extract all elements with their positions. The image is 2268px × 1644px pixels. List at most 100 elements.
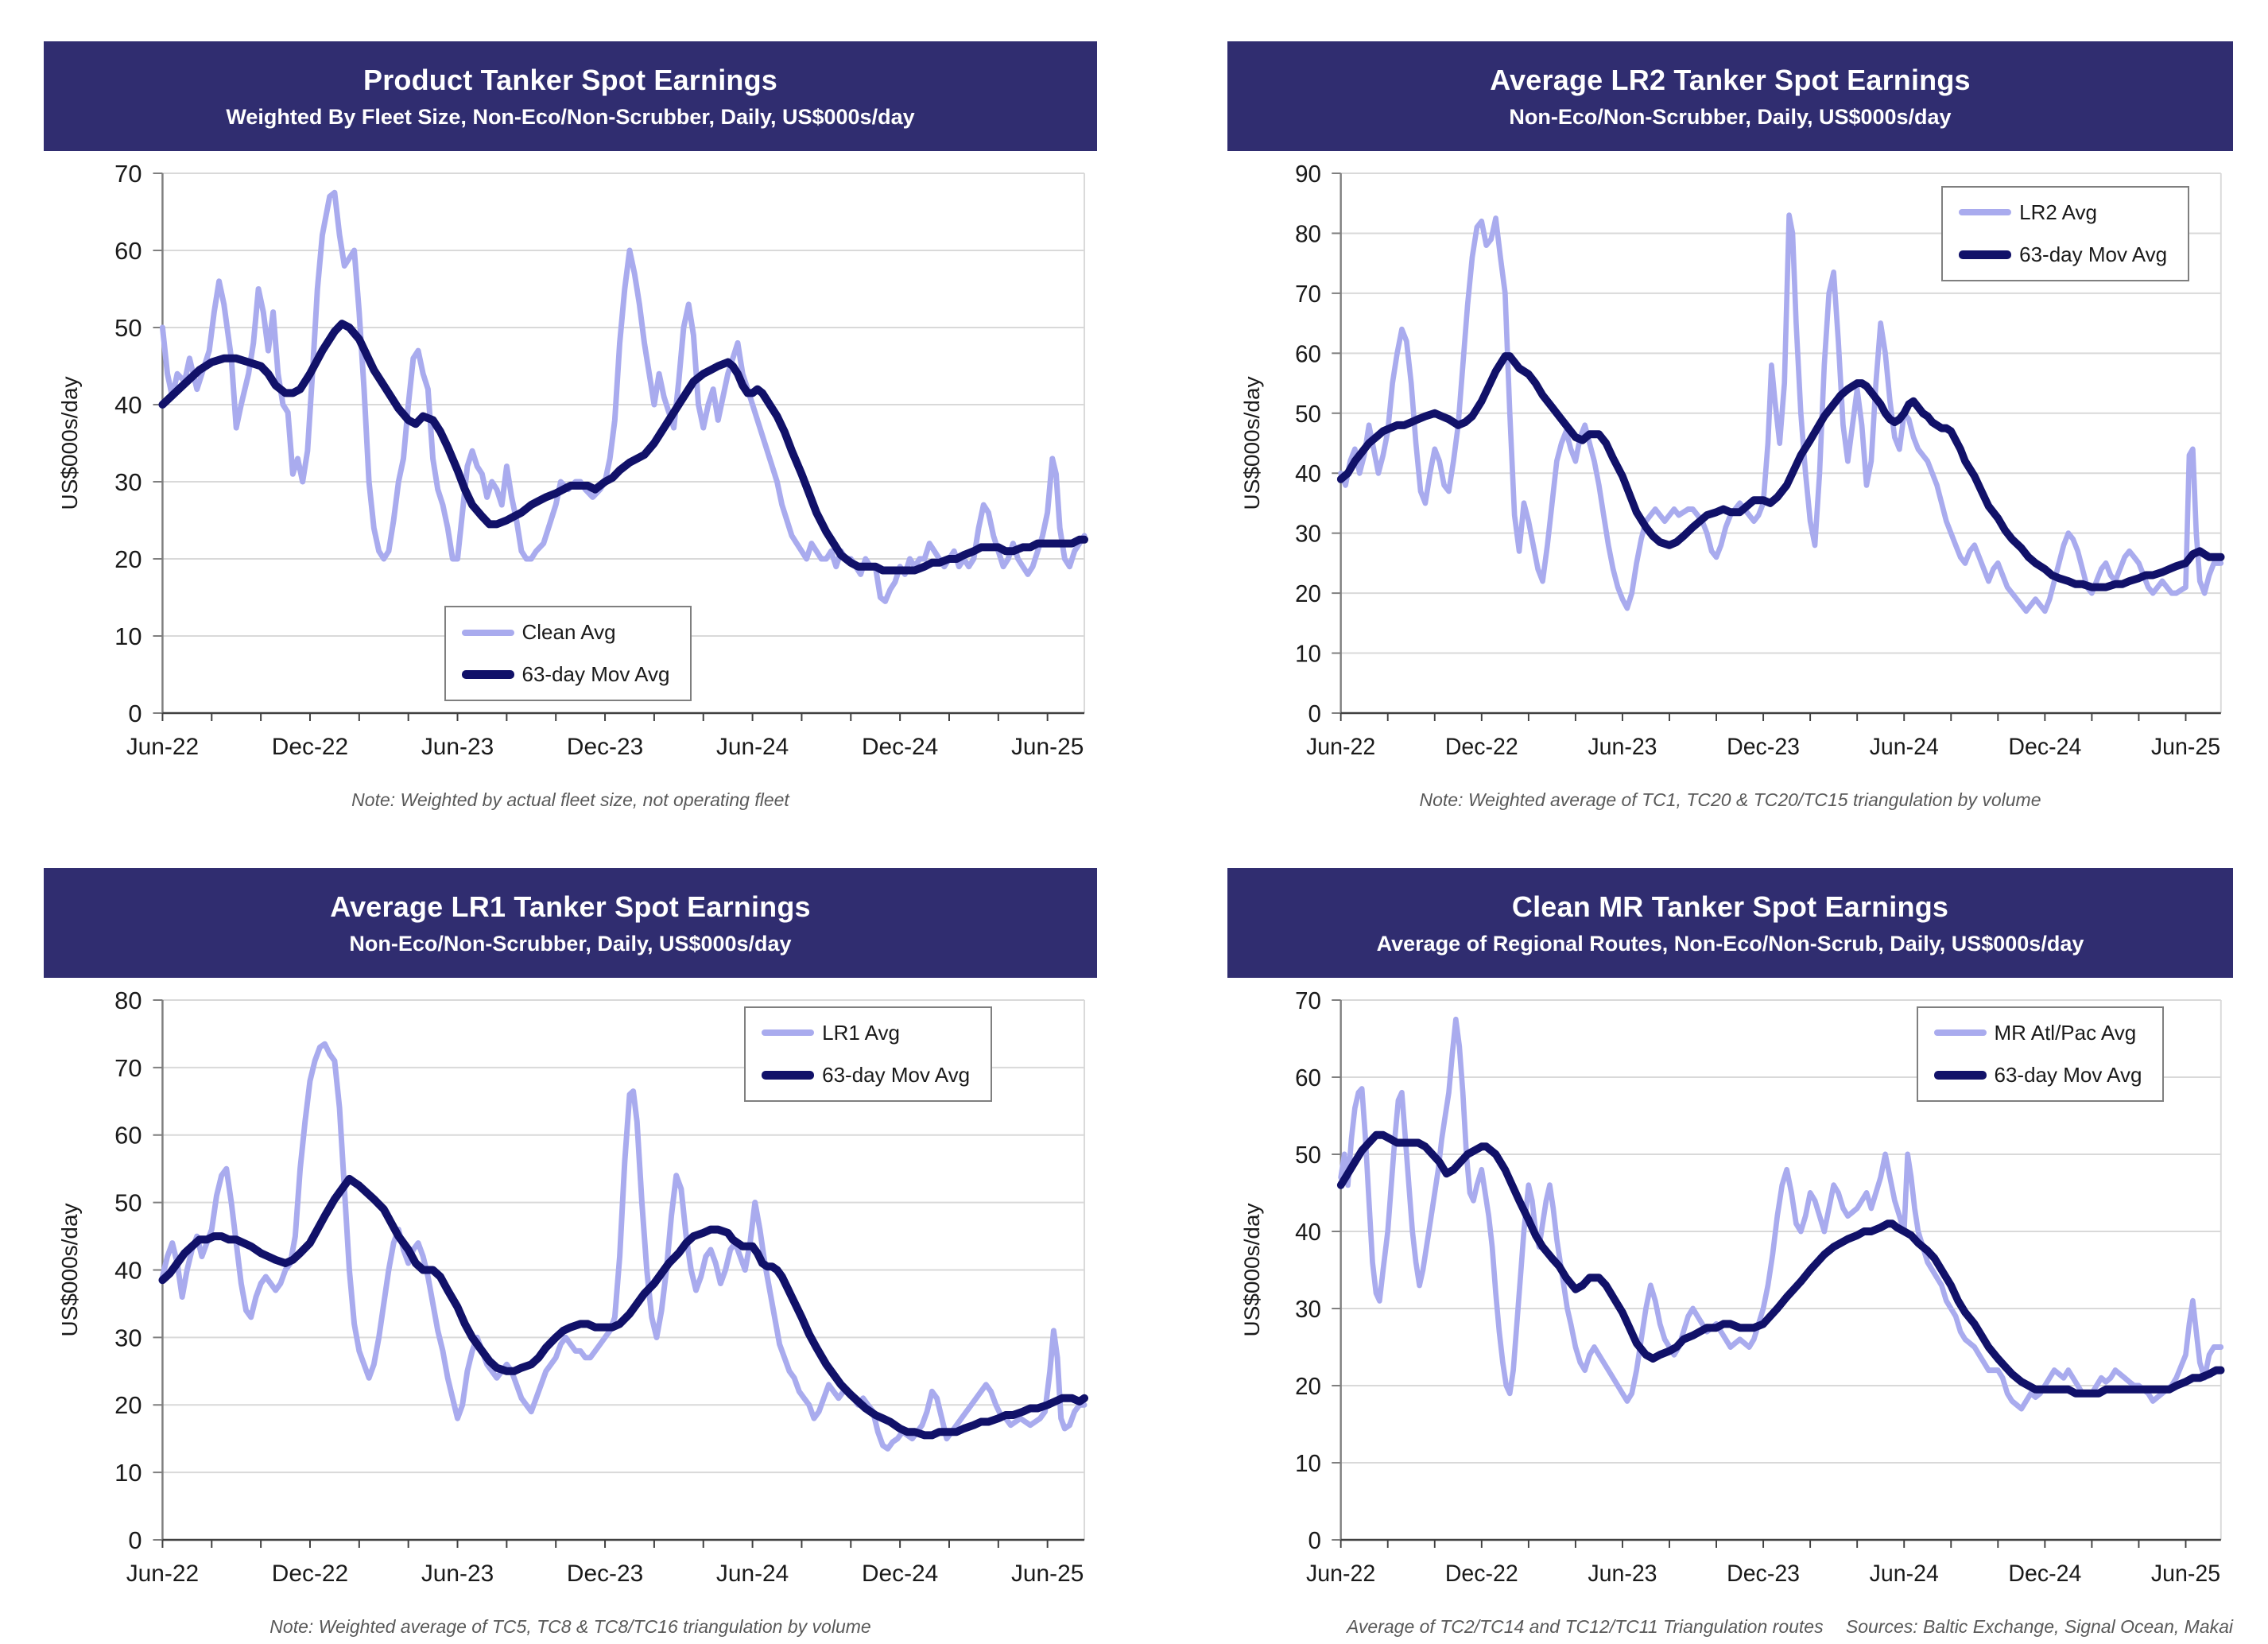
svg-text:50: 50	[1295, 401, 1321, 428]
svg-text:Jun-23: Jun-23	[1588, 1561, 1657, 1587]
legend-item-avg: Clean Avg	[461, 620, 670, 645]
svg-text:Dec-24: Dec-24	[862, 1561, 938, 1587]
legend-item-avg: LR2 Avg	[1959, 200, 2167, 225]
svg-text:70: 70	[1295, 987, 1321, 1014]
avg-line-swatch	[1933, 1029, 1987, 1037]
chart-title: Clean MR Tanker Spot Earnings	[1511, 890, 1949, 923]
sources-note: Sources: Baltic Exchange, Signal Ocean, …	[1845, 1616, 2233, 1637]
svg-text:30: 30	[1295, 521, 1321, 548]
chart-header: Clean MR Tanker Spot Earnings Average of…	[1227, 868, 2233, 978]
svg-text:US$000s/day: US$000s/day	[1240, 1203, 1264, 1336]
svg-text:60: 60	[1295, 341, 1321, 368]
chart-area: 0 10 20 30 40 50 60 70 80 90 Jun-22 Dec-22 Jun-23 Dec…	[1227, 151, 2233, 783]
svg-text:Jun-22: Jun-22	[126, 1561, 199, 1587]
legend-label-ma: 63-day Mov Avg	[521, 662, 670, 687]
legend: MR Atl/Pac Avg 63-day Mov Avg	[1916, 1006, 2165, 1102]
chart-area: 0 10 20 30 40 50 60 70 Jun-22 Dec-22 Jun-23 Dec-23 J…	[1227, 978, 2233, 1610]
svg-text:30: 30	[114, 1324, 142, 1351]
chart-area: 0 10 20 30 40 50 60 70 Jun-22 Dec-22 Jun-23 Dec-23 J…	[44, 151, 1097, 783]
svg-text:40: 40	[114, 391, 142, 419]
moving-avg-line-swatch	[762, 1070, 815, 1080]
legend: Clean Avg 63-day Mov Avg	[444, 606, 692, 702]
svg-text:Dec-23: Dec-23	[1727, 1561, 1800, 1587]
avg-line-swatch	[1959, 209, 2012, 216]
svg-text:Jun-24: Jun-24	[1870, 734, 1939, 760]
svg-text:Jun-24: Jun-24	[1870, 1561, 1939, 1587]
svg-text:60: 60	[114, 1122, 142, 1150]
chart-header: Average LR1 Tanker Spot Earnings Non-Eco…	[44, 868, 1097, 978]
legend-label-ma: 63-day Mov Avg	[822, 1062, 971, 1087]
chart-area: 0 10 20 30 40 50 60 70 80 Jun-22 Dec-22 Jun-23 Dec-2…	[44, 978, 1097, 1610]
svg-text:60: 60	[114, 237, 142, 265]
svg-text:Dec-22: Dec-22	[272, 734, 348, 760]
chart-canvas: 0 10 20 30 40 50 60 70 80 90 Jun-22 Dec-22 Jun-23 Dec…	[1240, 161, 2225, 760]
svg-text:40: 40	[1295, 461, 1321, 488]
svg-text:Jun-23: Jun-23	[1588, 734, 1657, 760]
chart-note: Note: Weighted average of TC1, TC20 & TC…	[1419, 789, 2041, 810]
svg-text:70: 70	[114, 160, 142, 188]
svg-text:10: 10	[1295, 641, 1321, 668]
legend-label-ma: 63-day Mov Avg	[2019, 242, 2168, 266]
legend-item-avg: MR Atl/Pac Avg	[1933, 1020, 2142, 1045]
moving-avg-line-swatch	[461, 670, 514, 680]
svg-text:40: 40	[114, 1256, 142, 1284]
svg-text:30: 30	[1295, 1296, 1321, 1323]
chart-title: Average LR2 Tanker Spot Earnings	[1490, 63, 1971, 96]
panel-lr1: Average LR1 Tanker Spot Earnings Non-Eco…	[0, 822, 1134, 1644]
chart-title: Product Tanker Spot Earnings	[362, 63, 777, 96]
avg-line-swatch	[762, 1029, 815, 1037]
svg-text:0: 0	[128, 1526, 142, 1554]
svg-text:0: 0	[128, 700, 142, 727]
legend-label-avg: MR Atl/Pac Avg	[1994, 1020, 2137, 1045]
svg-text:Dec-22: Dec-22	[272, 1561, 348, 1587]
legend-item-ma: 63-day Mov Avg	[461, 662, 670, 687]
svg-text:20: 20	[114, 545, 142, 573]
legend-item-ma: 63-day Mov Avg	[762, 1063, 970, 1088]
moving-avg-line-swatch	[1959, 250, 2012, 259]
chart-canvas: 0 10 20 30 40 50 60 70 80 Jun-22 Dec-22 Jun-23 Dec-2…	[57, 987, 1089, 1587]
svg-text:Dec-24: Dec-24	[2008, 1561, 2081, 1587]
svg-text:Jun-25: Jun-25	[1011, 1561, 1084, 1587]
moving-avg-line-swatch	[1933, 1070, 1987, 1080]
svg-text:Jun-25: Jun-25	[1011, 734, 1084, 760]
svg-text:Jun-22: Jun-22	[1306, 1561, 1375, 1587]
svg-text:Jun-22: Jun-22	[126, 734, 199, 760]
svg-text:10: 10	[114, 1459, 142, 1487]
legend-item-ma: 63-day Mov Avg	[1959, 242, 2167, 267]
svg-text:50: 50	[114, 1189, 142, 1217]
svg-text:0: 0	[1308, 700, 1321, 727]
svg-text:70: 70	[114, 1054, 142, 1082]
chart-canvas: 0 10 20 30 40 50 60 70 Jun-22 Dec-22 Jun-23 Dec-23 J…	[1240, 987, 2225, 1587]
svg-text:30: 30	[114, 468, 142, 496]
svg-text:Dec-22: Dec-22	[1445, 734, 1518, 760]
svg-text:90: 90	[1295, 161, 1321, 188]
svg-text:40: 40	[1295, 1219, 1321, 1246]
legend-label-ma: 63-day Mov Avg	[1994, 1062, 2142, 1087]
svg-text:Dec-23: Dec-23	[567, 1561, 643, 1587]
svg-text:10: 10	[114, 622, 142, 650]
chart-header: Average LR2 Tanker Spot Earnings Non-Eco…	[1227, 41, 2233, 151]
legend: LR1 Avg 63-day Mov Avg	[744, 1006, 993, 1102]
svg-text:Jun-22: Jun-22	[1306, 734, 1375, 760]
note-row: Note: Weighted average of TC1, TC20 & TC…	[1227, 789, 2233, 811]
legend-item-avg: LR1 Avg	[762, 1021, 970, 1045]
chart-canvas: 0 10 20 30 40 50 60 70 Jun-22 Dec-22 Jun-23 Dec-23 J…	[57, 160, 1089, 760]
svg-text:60: 60	[1295, 1064, 1321, 1091]
panel-clean-mr: Clean MR Tanker Spot Earnings Average of…	[1134, 822, 2268, 1644]
chart-subtitle: Average of Regional Routes, Non-Eco/Non-…	[1376, 931, 2084, 956]
svg-text:50: 50	[1295, 1142, 1321, 1169]
legend-label-avg: Clean Avg	[521, 620, 616, 645]
svg-text:Jun-25: Jun-25	[2151, 734, 2220, 760]
svg-text:70: 70	[1295, 281, 1321, 308]
chart-subtitle: Non-Eco/Non-Scrubber, Daily, US$000s/day	[349, 931, 792, 956]
note-row: Note: Weighted average of TC5, TC8 & TC8…	[44, 1616, 1097, 1638]
svg-text:10: 10	[1295, 1450, 1321, 1477]
svg-text:Dec-23: Dec-23	[567, 734, 643, 760]
svg-text:US$000s/day: US$000s/day	[57, 376, 82, 510]
svg-text:Dec-22: Dec-22	[1445, 1561, 1518, 1587]
svg-text:Dec-24: Dec-24	[862, 734, 938, 760]
chart-header: Product Tanker Spot Earnings Weighted By…	[44, 41, 1097, 151]
svg-text:20: 20	[1295, 580, 1321, 607]
